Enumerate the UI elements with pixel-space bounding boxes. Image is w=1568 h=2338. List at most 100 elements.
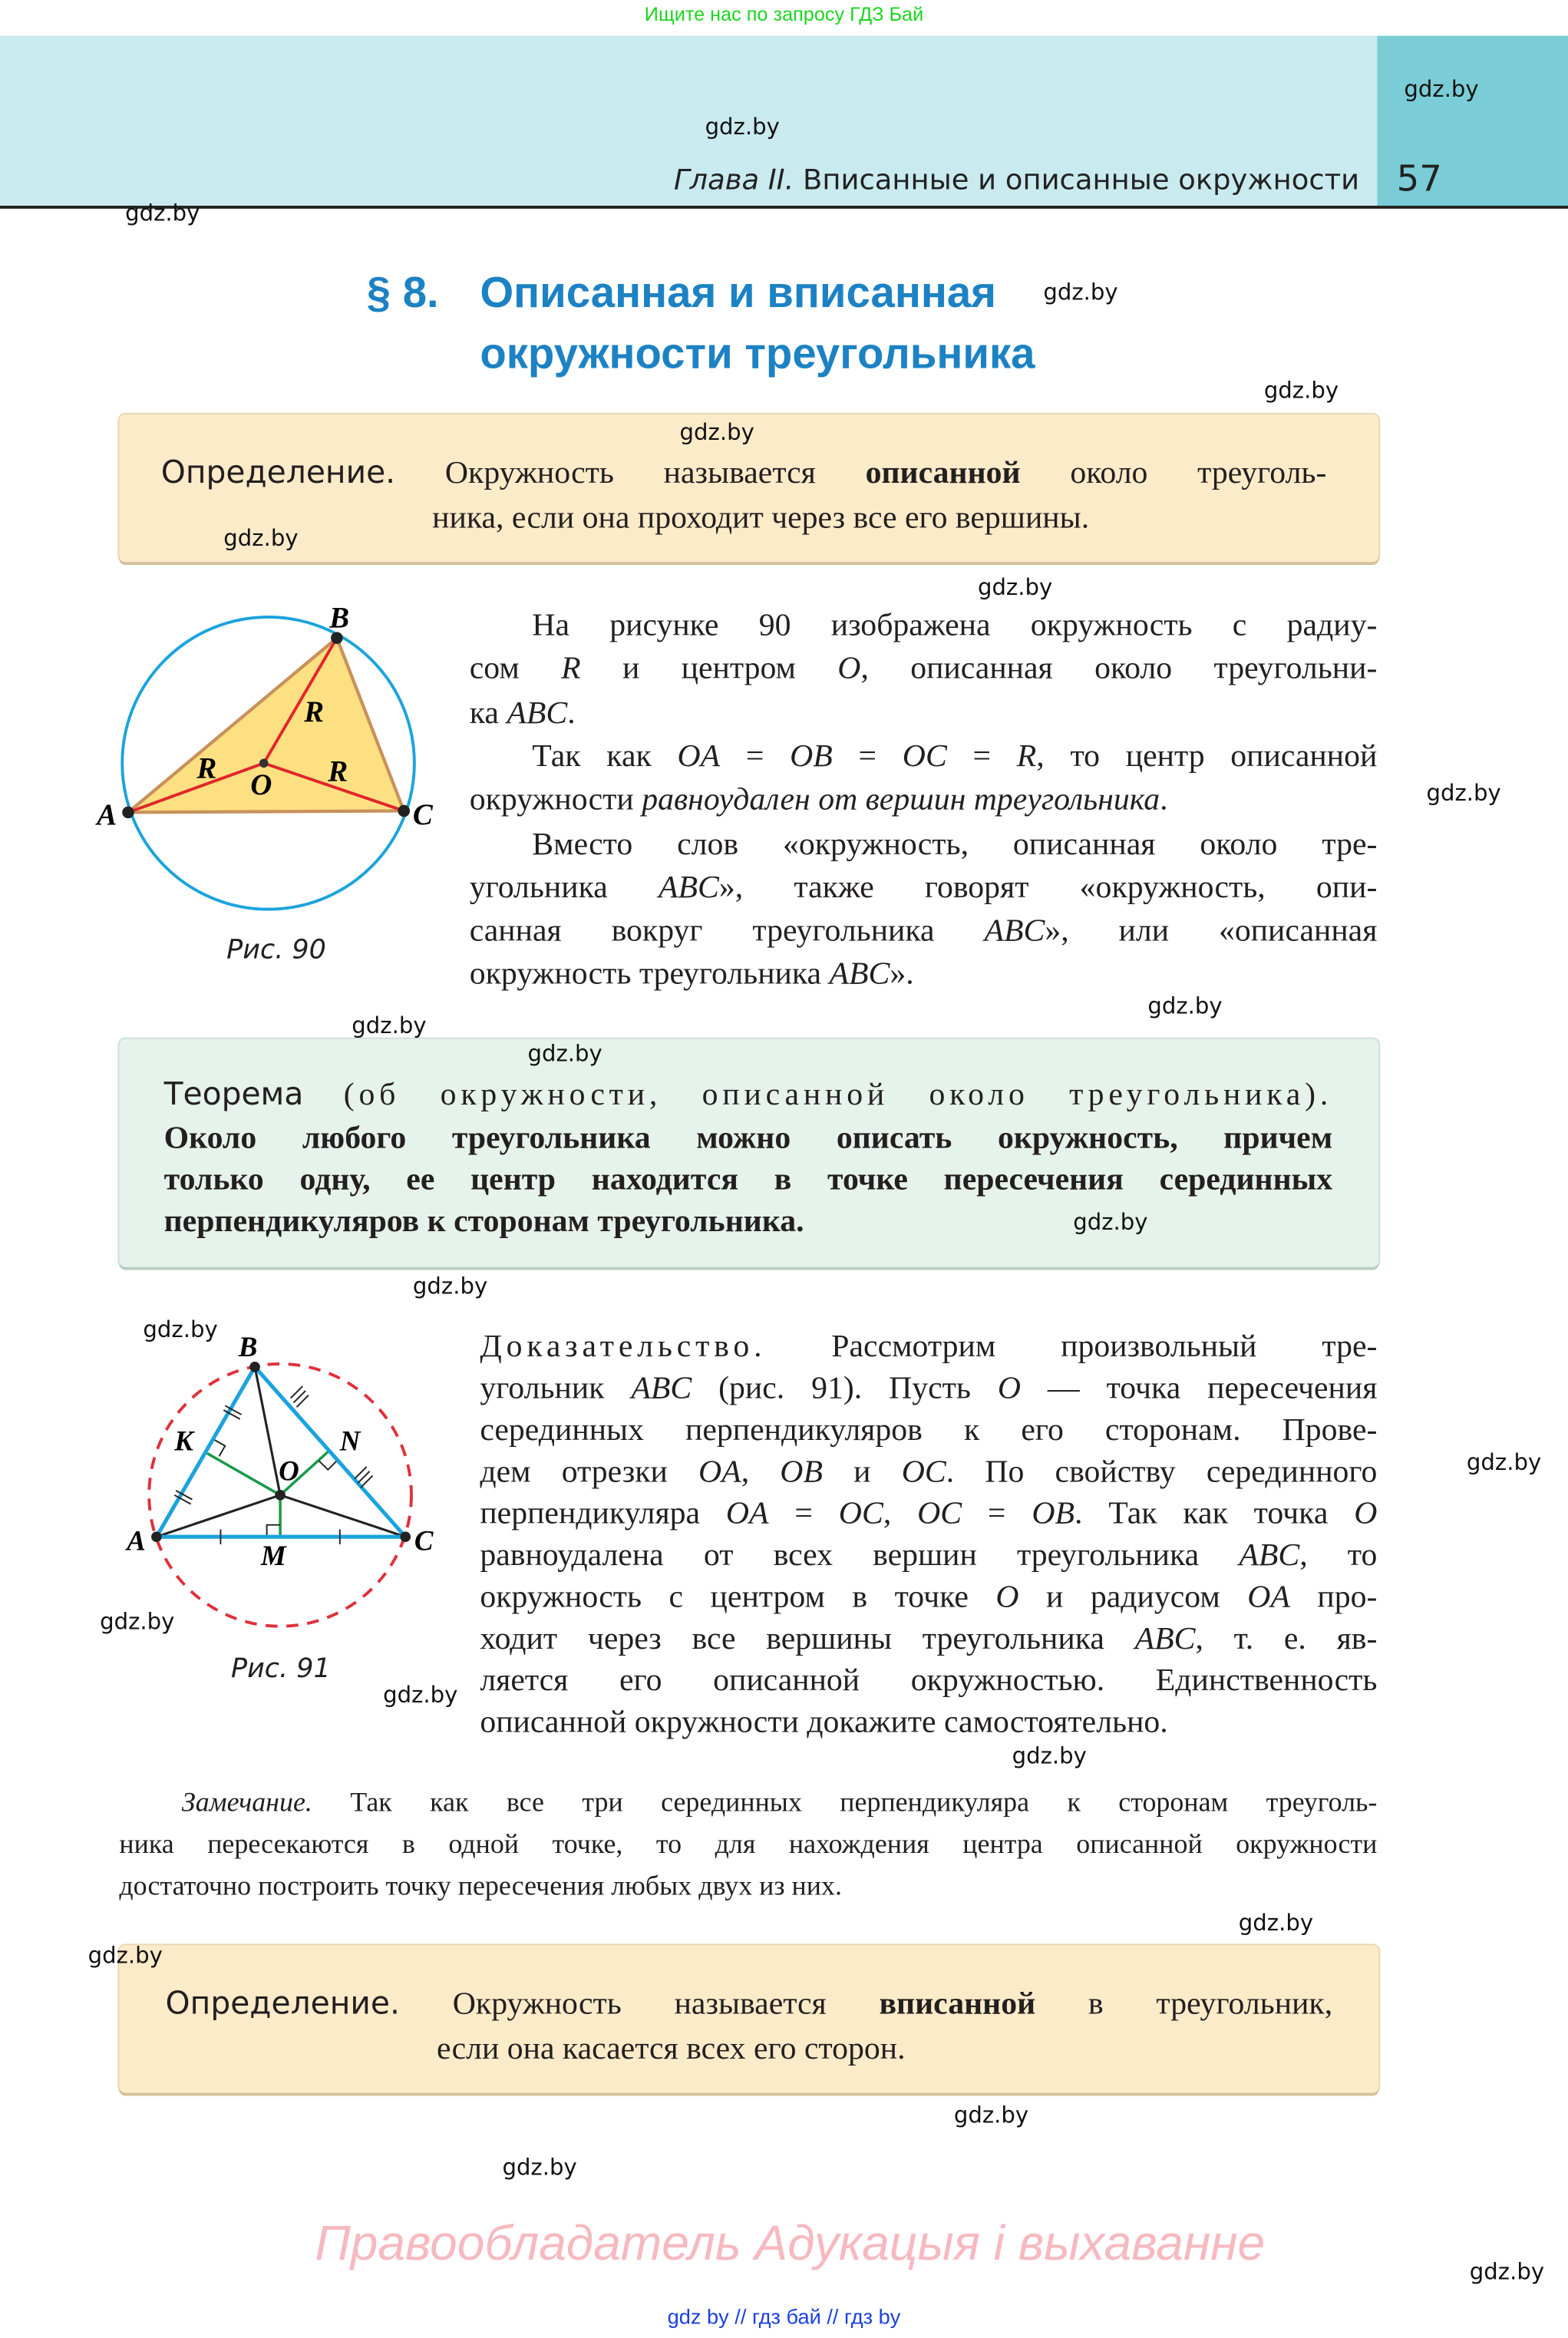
- proof-line: дем отрезки OA, OB и OC. По свойству сер…: [480, 1452, 1377, 1491]
- text-segment: OB: [1032, 1494, 1074, 1531]
- theorem-line-2: только одну, ее центр находится в точке …: [164, 1160, 1333, 1198]
- section-title-line1: Описанная и вписанная: [480, 269, 997, 318]
- label-b: B: [328, 602, 349, 635]
- gdz-watermark: gdz.by: [705, 113, 780, 140]
- chapter-title: Вписанные и описанные окружности: [803, 163, 1360, 197]
- section-number: § 8.: [366, 269, 439, 318]
- gdz-watermark: gdz.by: [953, 2102, 1029, 2129]
- perpendicular-ok: [206, 1451, 281, 1497]
- text-segment: R: [561, 650, 581, 686]
- theorem-box: Теорема (об окружности, описанной около …: [119, 1039, 1379, 1267]
- radius-oa: [127, 761, 265, 814]
- proof-line: ходит через все вершины треугольника ABC…: [480, 1619, 1377, 1657]
- proof-line: угольник ABC (рис. 91). Пусть O — точка …: [480, 1369, 1377, 1407]
- gdz-watermark: gdz.by: [1426, 779, 1501, 807]
- gdz-watermark: gdz.by: [352, 1012, 427, 1039]
- text-segment: OA: [1247, 1578, 1290, 1615]
- para1-line: сом R и центром O, описанная около треуг…: [470, 649, 1378, 687]
- text-segment: ABC: [984, 912, 1045, 949]
- gdz-watermark: gdz.by: [527, 1040, 602, 1068]
- theorem-line-3: перпендикуляров к сторонам треугольника.: [164, 1201, 1333, 1240]
- point-a: [122, 806, 134, 819]
- text-segment: ABC: [507, 694, 568, 730]
- text-segment: OC: [902, 738, 947, 774]
- point-b: [249, 1362, 260, 1372]
- remark-line: ника пересекаются в одной точке, то для …: [119, 1826, 1377, 1864]
- gdz-watermark: gdz.by: [1263, 377, 1339, 405]
- gdz-watermark: gdz.by: [412, 1273, 488, 1300]
- figure-90: A B C O R R R: [94, 602, 434, 911]
- gdz-watermark: gdz.by: [1012, 1742, 1087, 1770]
- para1-line: На рисунке 90 изображена окружность с ра…: [532, 605, 1377, 643]
- right-angle-m: [266, 1524, 281, 1537]
- text-segment: ABC: [631, 1369, 692, 1406]
- page-number: 57: [1396, 157, 1442, 200]
- text-segment: окружность с центром в точке: [480, 1578, 996, 1615]
- text-segment: и: [822, 1453, 902, 1490]
- text-segment: =: [768, 1494, 839, 1531]
- text-segment: окружности: [469, 781, 642, 817]
- gdz-watermark: gdz.by: [1469, 2258, 1545, 2286]
- segment-oa: [156, 1494, 281, 1538]
- segment-oc: [279, 1494, 406, 1538]
- section-title-line2: окружности треугольника: [480, 331, 1035, 379]
- text-segment: , то: [1299, 1537, 1378, 1573]
- text-segment: и центром: [580, 650, 838, 686]
- para1-line: Вместо слов «окружность, описанная около…: [532, 824, 1377, 862]
- text-segment: перпендикуляров к сторонам треугольника.: [163, 1203, 804, 1239]
- perpendicular-on: [279, 1451, 329, 1497]
- proof-line: равноудалена от всех вершин треугольника…: [480, 1535, 1377, 1574]
- text-segment: OC: [917, 1494, 962, 1531]
- footer-links[interactable]: gdz by // гдз бай // гдз by: [667, 2304, 901, 2329]
- text-segment: OA: [677, 738, 721, 774]
- text-segment: и радиусом: [1018, 1578, 1248, 1615]
- gdz-watermark: gdz.by: [1466, 1448, 1542, 1476]
- gdz-watermark: gdz.by: [1073, 1208, 1148, 1236]
- text-segment: ника, если она проходит через все его ве…: [432, 499, 1090, 536]
- text-segment: Вместо слов «окружность, описанная около…: [532, 824, 1378, 861]
- label-r-ob: R: [303, 695, 324, 728]
- point-b: [331, 632, 343, 644]
- text-segment: . Так как точка: [1074, 1494, 1355, 1531]
- text-segment: Замечание.: [181, 1788, 312, 1819]
- gdz-watermark: gdz.by: [87, 1942, 163, 1970]
- text-segment: угольника: [469, 868, 659, 905]
- proof-line: окружность с центром в точке O и радиусо…: [480, 1577, 1377, 1616]
- text-segment: =: [720, 738, 791, 774]
- text-segment: ходит через все вершины треугольника: [480, 1620, 1135, 1656]
- para1-line: окружность треугольника ABC».: [470, 955, 1378, 993]
- proof-line: описанной окружности докажите самостояте…: [480, 1702, 1377, 1741]
- text-segment: R: [1016, 738, 1037, 774]
- radius-oc: [263, 761, 404, 813]
- text-segment: =: [962, 1494, 1032, 1531]
- label-o: O: [279, 1455, 299, 1486]
- text-segment: описанной: [865, 454, 1021, 490]
- text-segment: , т. е. яв-: [1195, 1620, 1378, 1656]
- dashed-circumcircle: [147, 1362, 413, 1628]
- text-segment: Окружность называется: [399, 1985, 880, 2022]
- proof-line: Доказательство. Рассмотрим произвольный …: [480, 1326, 1377, 1365]
- text-segment: , описанная около треугольни-: [860, 650, 1378, 686]
- chapter-prefix: Глава II.: [673, 163, 794, 197]
- text-segment: только одну, ее центр находится в точке …: [163, 1161, 1333, 1197]
- figure-91-caption: Рис. 91: [231, 1653, 331, 1685]
- text-segment: O: [1354, 1494, 1378, 1531]
- text-segment: . По свойству серединного: [946, 1453, 1378, 1490]
- figure-91: A B C O K N M: [125, 1331, 434, 1628]
- text-segment: ».: [890, 956, 914, 992]
- definition-box-inscribed: Определение. Окружность называется вписа…: [119, 1945, 1379, 2093]
- text-segment: серединных перпендикуляров к его сторона…: [480, 1412, 1378, 1448]
- text-segment: вписанной: [879, 1985, 1036, 2022]
- gdz-watermark: gdz.by: [977, 573, 1053, 601]
- text-segment: », или «описанная: [1045, 912, 1378, 949]
- text-segment: OA: [698, 1453, 741, 1490]
- text-segment: ABC: [1239, 1537, 1300, 1573]
- text-segment: OC: [838, 1494, 883, 1531]
- proof-line: перпендикуляра OA = OC, OC = OB. Так как…: [480, 1494, 1377, 1532]
- gdz-watermark: gdz.by: [125, 200, 200, 227]
- text-segment: Рассмотрим произвольный тре-: [766, 1328, 1378, 1364]
- text-segment: OC: [901, 1453, 946, 1490]
- point-o: [259, 758, 269, 768]
- header-band: [0, 35, 1378, 207]
- para1-line: ка ABC.: [470, 692, 1378, 731]
